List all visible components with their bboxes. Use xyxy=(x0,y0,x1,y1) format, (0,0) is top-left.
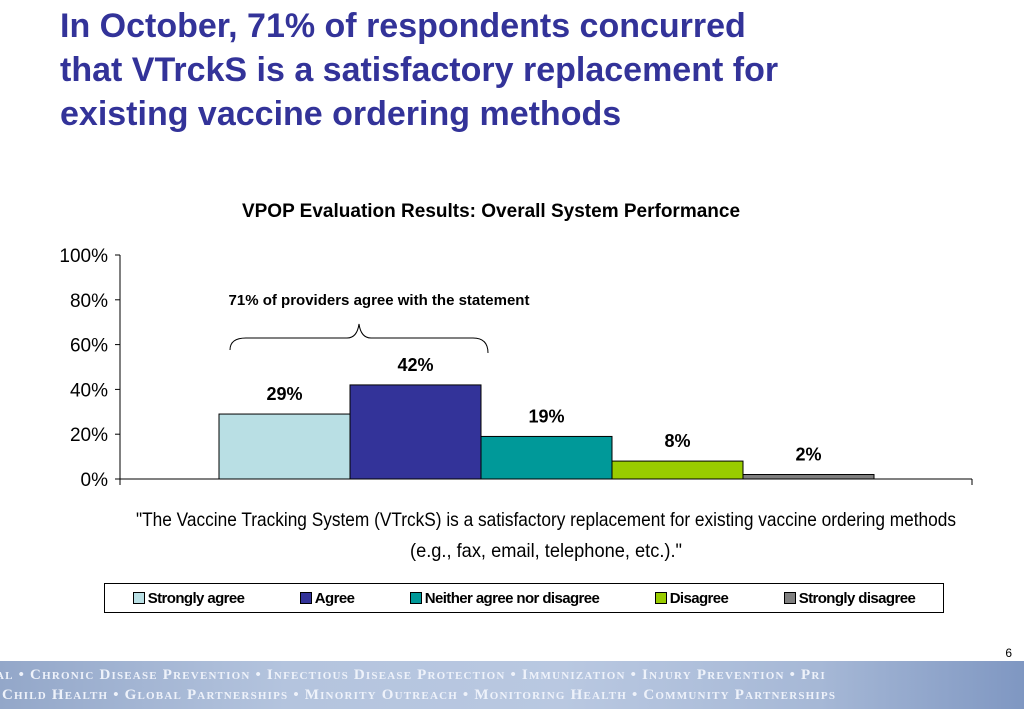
bar-chart: VPOP Evaluation Results: Overall System … xyxy=(59,201,973,562)
footer-banner: al • Chronic Disease Prevention • Infect… xyxy=(0,661,1024,709)
bar xyxy=(218,413,351,480)
annotation-brace xyxy=(229,323,489,354)
legend-item: Strongly disagree xyxy=(783,589,916,607)
legend-item: Disagree xyxy=(654,589,729,607)
data-label: 2% xyxy=(795,445,821,465)
slide-title: In October, 71% of respondents concurred… xyxy=(60,4,1000,136)
annotation: 71% of providers agree with the statemen… xyxy=(229,292,530,354)
data-label: 29% xyxy=(266,384,302,404)
y-tick-label: 100% xyxy=(59,246,108,267)
y-tick-label: 20% xyxy=(70,425,108,446)
legend-label: Disagree xyxy=(669,589,729,607)
y-tick-label: 80% xyxy=(70,291,108,312)
legend-item: Strongly agree xyxy=(132,589,245,607)
chart-legend: Strongly agree Agree Neither agree nor d… xyxy=(104,583,944,613)
legend-label: Neither agree nor disagree xyxy=(424,589,600,607)
footer-banner-text: al • Chronic Disease Prevention • Infect… xyxy=(0,667,827,683)
data-label: 19% xyxy=(528,406,564,426)
legend-item: Neither agree nor disagree xyxy=(409,589,600,607)
data-label: 42% xyxy=(397,355,433,375)
bar xyxy=(349,384,482,480)
y-tick-label: 60% xyxy=(70,336,108,357)
page-number: 6 xyxy=(1005,646,1012,660)
legend-swatch xyxy=(783,592,796,604)
slide-title-line: existing vaccine ordering methods xyxy=(60,95,622,133)
bar xyxy=(480,435,613,480)
legend-swatch xyxy=(654,592,667,604)
bar xyxy=(611,460,744,480)
annotation-text: 71% of providers agree with the statemen… xyxy=(229,292,530,309)
legend-label: Agree xyxy=(314,589,355,607)
bar xyxy=(742,474,875,480)
x-axis-label: "The Vaccine Tracking System (VTrckS) is… xyxy=(136,509,956,531)
data-label: 8% xyxy=(664,431,690,451)
legend-swatch xyxy=(132,592,145,604)
x-axis-label: (e.g., fax, email, telephone, etc.)." xyxy=(410,540,682,562)
legend-item: Agree xyxy=(299,589,355,607)
y-tick-label: 40% xyxy=(70,380,108,401)
chart-title: VPOP Evaluation Results: Overall System … xyxy=(242,201,740,222)
legend-label: Strongly disagree xyxy=(798,589,916,607)
y-tick-label: 0% xyxy=(81,470,109,491)
legend-label: Strongly agree xyxy=(147,589,245,607)
legend-swatch xyxy=(409,592,422,604)
legend-swatch xyxy=(299,592,312,604)
slide-title-line: In October, 71% of respondents concurred xyxy=(60,7,746,45)
bars: 29% 42% 19% 8% 2% xyxy=(218,355,875,480)
footer-banner-text: Child Health • Global Partnerships • Min… xyxy=(2,687,837,703)
slide-title-line: that VTrckS is a satisfactory replacemen… xyxy=(60,51,779,89)
